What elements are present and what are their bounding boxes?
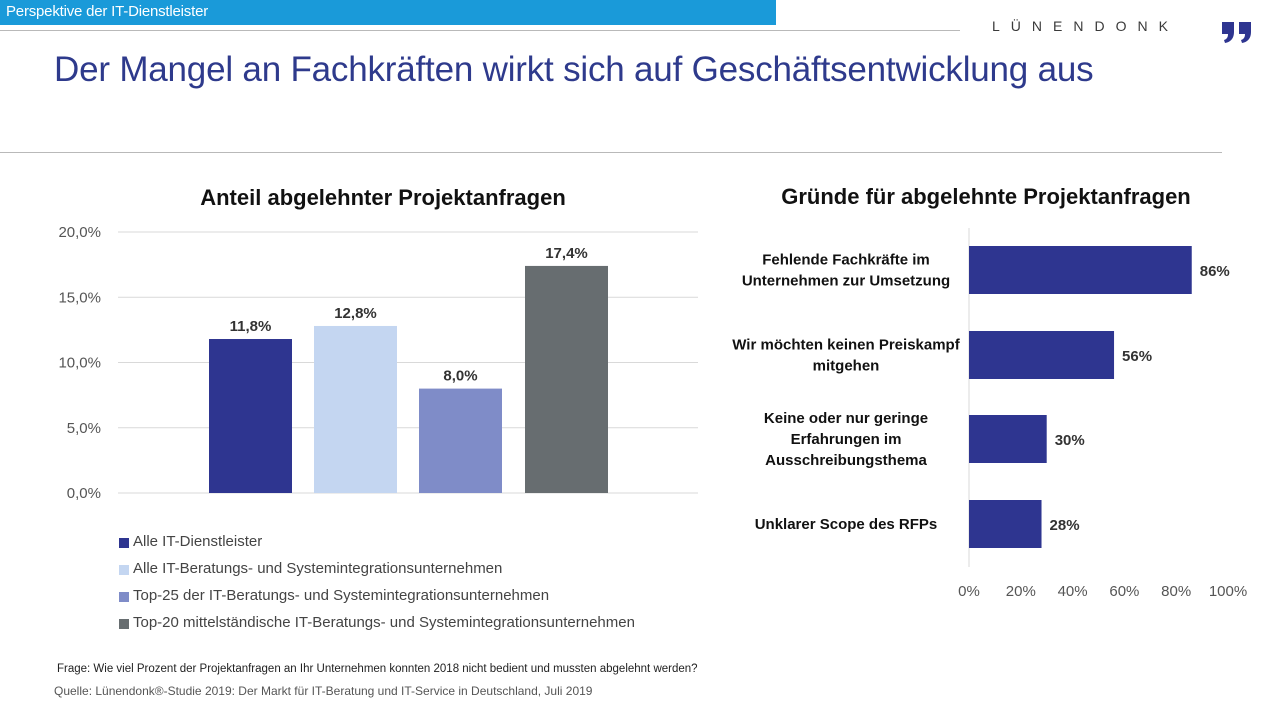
quote-mark-icon: [1222, 22, 1251, 43]
hbar-value-label: 86%: [1200, 263, 1230, 280]
section-banner: Perspektive der IT-Dienstleister: [0, 0, 776, 25]
legend-swatch: [119, 565, 129, 575]
left-chart-title: Anteil abgelehnter Projektanfragen: [200, 185, 566, 210]
y-tick-label: 20,0%: [58, 224, 101, 241]
hbar-value-label: 28%: [1050, 517, 1080, 534]
survey-question: Frage: Wie viel Prozent der Projektanfra…: [57, 663, 698, 675]
legend-label: Alle IT-Beratungs- und Systemintegration…: [133, 560, 503, 577]
category-label: Wir möchten keinen Preiskampf mitgehen: [732, 337, 960, 375]
legend-swatch: [119, 619, 129, 629]
right-chart-title: Gründe für abgelehnte Projektanfragen: [781, 184, 1191, 209]
category-label-line: mitgehen: [813, 358, 880, 375]
legend-label: Top-25 der IT-Beratungs- und Systeminteg…: [133, 587, 550, 604]
hbar-value-label: 56%: [1122, 348, 1152, 365]
category-label-line: Wir möchten keinen Preiskampf: [732, 337, 960, 354]
title-divider: [0, 152, 1222, 153]
legend-label: Alle IT-Dienstleister: [133, 533, 263, 550]
x-tick-label: 100%: [1209, 583, 1247, 600]
bar-value-label: 17,4%: [545, 245, 588, 262]
hbar: [969, 415, 1047, 463]
category-label-line: Fehlende Fachkräfte im: [762, 252, 930, 269]
bar: [314, 325, 397, 493]
category-label: Fehlende Fachkräfte im Unternehmen zur Um…: [742, 252, 950, 290]
bar-value-label: 11,8%: [230, 318, 272, 335]
section-label: Perspektive der IT-Dienstleister: [6, 3, 209, 20]
legend-swatch: [119, 592, 129, 602]
y-tick-label: 15,0%: [58, 289, 101, 306]
hbar: [969, 246, 1192, 294]
y-tick-label: 5,0%: [67, 420, 101, 437]
category-label-line: Ausschreibungsthema: [765, 452, 927, 469]
bar-value-label: 12,8%: [334, 305, 377, 322]
x-tick-label: 40%: [1058, 583, 1088, 600]
category-label: Unklarer Scope des RFPs: [755, 516, 938, 533]
bar: [419, 388, 502, 493]
x-tick-label: 0%: [958, 583, 980, 600]
category-label-line: Unternehmen zur Umsetzung: [742, 273, 950, 290]
x-tick-label: 80%: [1161, 583, 1191, 600]
hbar: [969, 500, 1042, 548]
category-label-line: Keine oder nur geringe: [764, 410, 928, 427]
hbar-value-label: 30%: [1055, 432, 1085, 449]
bar: [525, 265, 608, 493]
bar: [209, 339, 292, 493]
legend-label: Top-20 mittelständische IT-Beratungs- un…: [133, 614, 635, 631]
hbar: [969, 331, 1115, 379]
x-tick-label: 60%: [1109, 583, 1139, 600]
legend-swatch: [119, 538, 129, 548]
category-label-line: Unklarer Scope des RFPs: [755, 516, 938, 533]
category-label: Keine oder nur geringe Erfahrungen im Auss…: [764, 410, 928, 469]
bar-value-label: 8,0%: [443, 368, 477, 385]
y-tick-label: 0,0%: [67, 485, 101, 502]
category-label-line: Erfahrungen im: [791, 431, 902, 448]
header-divider: [0, 30, 960, 31]
brand-logo-text: LÜNENDONK: [992, 18, 1179, 34]
source-note: Quelle: Lünendonk®-Studie 2019: Der Mark…: [54, 684, 593, 698]
page-title: Der Mangel an Fachkräften wirkt sich auf…: [54, 50, 1094, 89]
x-tick-label: 20%: [1006, 583, 1036, 600]
y-tick-label: 10,0%: [58, 355, 101, 372]
